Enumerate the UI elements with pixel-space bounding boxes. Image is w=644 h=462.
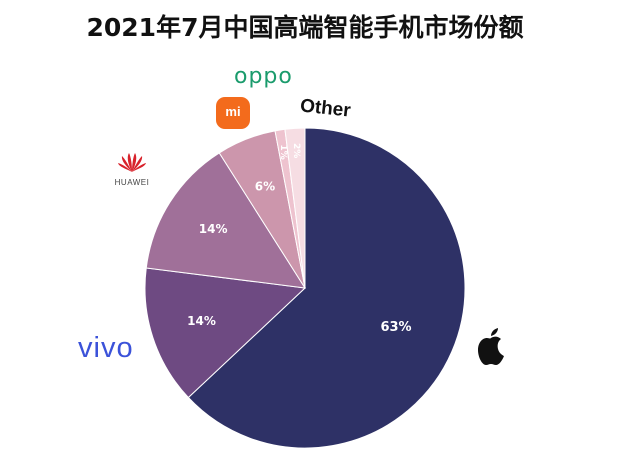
slice-label-5: 2%: [291, 143, 301, 158]
vivo-logo: vivo: [78, 332, 134, 364]
pie-slice-5: [284, 127, 306, 289]
xiaomi-logo: mi: [216, 97, 250, 129]
apple-logo-icon: [474, 327, 508, 371]
pie-slice-1: [144, 267, 307, 399]
huawei-flower-icon: [118, 153, 146, 172]
slice-label-4: 1%: [278, 144, 288, 159]
xiaomi-text: mi: [225, 104, 241, 119]
apple-icon: [478, 328, 504, 365]
chart-title: 2021年7月中国高端智能手机市场份额: [86, 13, 524, 42]
huawei-logo: HUAWEI: [110, 151, 154, 187]
slice-label-1: 14%: [187, 314, 216, 328]
slice-label-0: 63%: [380, 320, 411, 335]
slice-label-2: 14%: [199, 222, 228, 236]
oppo-logo: oppo: [234, 64, 293, 89]
slice-label-3: 6%: [255, 179, 275, 193]
pie-slice-0: [187, 127, 466, 449]
pie-slice-2: [145, 152, 306, 289]
huawei-text: HUAWEI: [114, 178, 150, 187]
